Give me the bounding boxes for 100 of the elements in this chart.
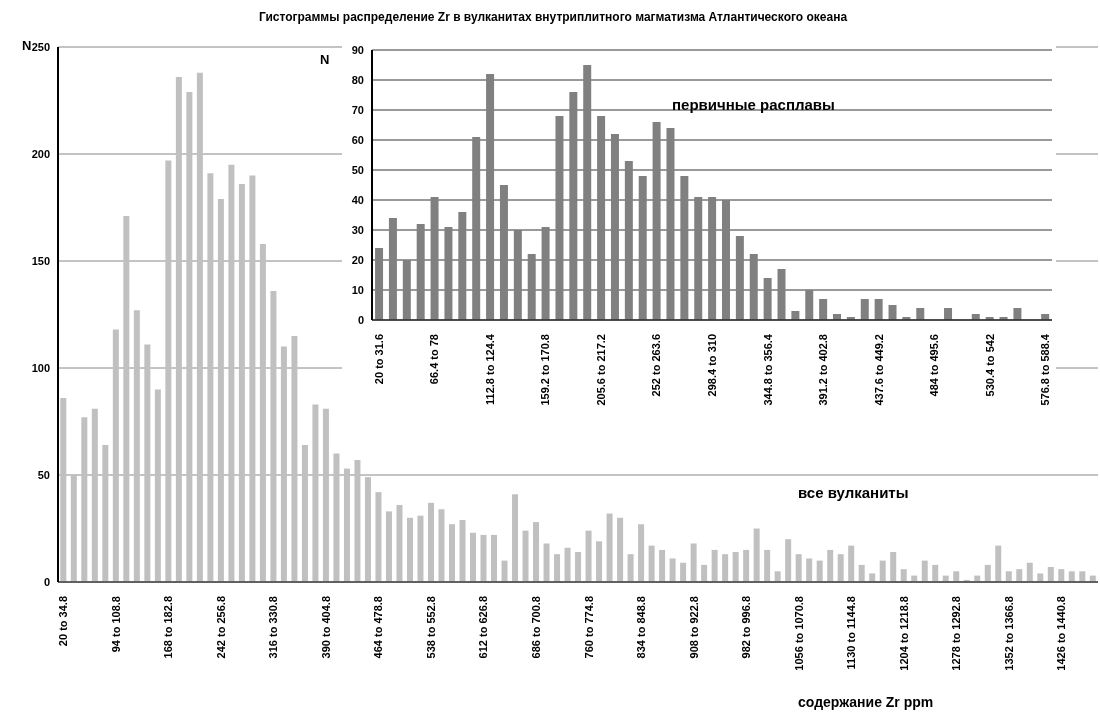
bar xyxy=(721,200,730,320)
x-tick-label: 391.2 to 402.8 xyxy=(817,334,830,406)
bar xyxy=(666,128,675,320)
y-tick-label: 150 xyxy=(31,254,50,267)
bar xyxy=(743,549,750,582)
bar xyxy=(1026,562,1033,582)
bar xyxy=(777,269,786,320)
x-tick-label: 437.6 to 449.2 xyxy=(872,334,885,406)
bar xyxy=(596,541,603,582)
bar xyxy=(1005,571,1012,582)
bar xyxy=(732,552,739,582)
y-axis-title: N xyxy=(22,38,32,53)
bar xyxy=(805,290,814,320)
bar xyxy=(879,560,886,582)
bar xyxy=(291,335,298,582)
bar xyxy=(753,528,760,582)
x-tick-label: 66.4 to 78 xyxy=(428,334,441,385)
x-tick-label: 484 to 495.6 xyxy=(928,334,941,397)
bar xyxy=(406,517,413,582)
x-tick-label: 1056 to 1070.8 xyxy=(792,596,805,671)
y-tick-label: 30 xyxy=(351,223,364,236)
bar xyxy=(196,72,203,582)
y-tick-label: 90 xyxy=(351,43,364,56)
bar xyxy=(860,299,869,320)
bar xyxy=(343,468,350,582)
x-tick-label: 686 to 700.8 xyxy=(529,596,542,659)
y-tick-label: 200 xyxy=(31,147,50,160)
bar xyxy=(711,549,718,582)
bar xyxy=(301,445,308,582)
y-tick-label: 0 xyxy=(43,575,50,588)
bar xyxy=(597,116,606,320)
x-tick-label: 576.8 to 588.4 xyxy=(1039,333,1052,406)
bar xyxy=(491,534,498,582)
bar xyxy=(774,571,781,582)
bar xyxy=(554,554,561,582)
bar xyxy=(585,530,592,582)
bar xyxy=(217,198,224,582)
bar xyxy=(638,176,647,320)
bar xyxy=(819,299,828,320)
bar xyxy=(499,185,508,320)
bar xyxy=(91,408,98,582)
bar xyxy=(123,216,130,582)
annotation: все вулканиты xyxy=(798,484,909,501)
x-tick-label: 1352 to 1366.8 xyxy=(1002,596,1015,671)
bar xyxy=(427,502,434,582)
bar xyxy=(417,515,424,582)
x-tick-label: 20 to 34.8 xyxy=(57,596,70,647)
chart-title: Гистограммы распределение Zr в вулканитах внутриплитного магматизма Атлантического океана xyxy=(257,10,849,24)
bar xyxy=(364,477,371,582)
bar xyxy=(430,197,439,320)
bar xyxy=(858,564,865,582)
x-tick-label: 612 to 626.8 xyxy=(477,596,490,659)
bar xyxy=(501,560,508,582)
x-tick-label: 112.8 to 124.4 xyxy=(483,333,496,405)
bar xyxy=(375,492,382,582)
bar xyxy=(512,494,519,582)
bar xyxy=(722,554,729,582)
bar xyxy=(1016,569,1023,582)
x-tick-label: 390 to 404.8 xyxy=(319,596,332,659)
bar xyxy=(848,545,855,582)
bar xyxy=(694,197,703,320)
bar xyxy=(543,543,550,582)
bar xyxy=(416,224,425,320)
bar xyxy=(388,218,397,320)
bar xyxy=(827,549,834,582)
x-tick-label: 242 to 256.8 xyxy=(214,596,227,659)
bar xyxy=(638,524,645,582)
bar xyxy=(995,545,1002,582)
x-tick-label: 168 to 182.8 xyxy=(162,596,175,659)
x-tick-label: 252 to 263.6 xyxy=(650,334,663,397)
x-tick-label: 530.4 to 542 xyxy=(983,334,996,397)
bar xyxy=(921,560,928,582)
x-tick-label: 760 to 774.8 xyxy=(582,596,595,659)
x-tick-label: 298.4 to 310 xyxy=(706,334,718,397)
bar xyxy=(555,116,564,320)
bar xyxy=(533,522,540,582)
y-tick-label: 60 xyxy=(351,133,364,146)
bar xyxy=(249,175,256,582)
bar xyxy=(944,308,953,320)
bar xyxy=(112,329,119,582)
bar xyxy=(1068,571,1075,582)
bar xyxy=(438,509,445,582)
bar xyxy=(606,513,613,582)
x-tick-label: 1204 to 1218.8 xyxy=(897,596,910,671)
bar xyxy=(459,519,466,582)
x-tick-label: 205.6 to 217.2 xyxy=(594,334,607,406)
bar xyxy=(708,197,717,320)
x-tick-label: 1278 to 1292.8 xyxy=(950,596,963,671)
x-tick-label: 159.2 to 170.8 xyxy=(539,334,552,406)
bar xyxy=(70,475,77,582)
bar xyxy=(238,183,245,582)
bar xyxy=(186,91,193,582)
bar xyxy=(890,552,897,582)
bar xyxy=(133,310,140,582)
annotation: первичные расплавы xyxy=(672,96,835,113)
bar xyxy=(385,511,392,582)
bar xyxy=(564,547,571,582)
bar xyxy=(690,543,697,582)
y-tick-label: 20 xyxy=(351,253,364,266)
bar xyxy=(764,549,771,582)
